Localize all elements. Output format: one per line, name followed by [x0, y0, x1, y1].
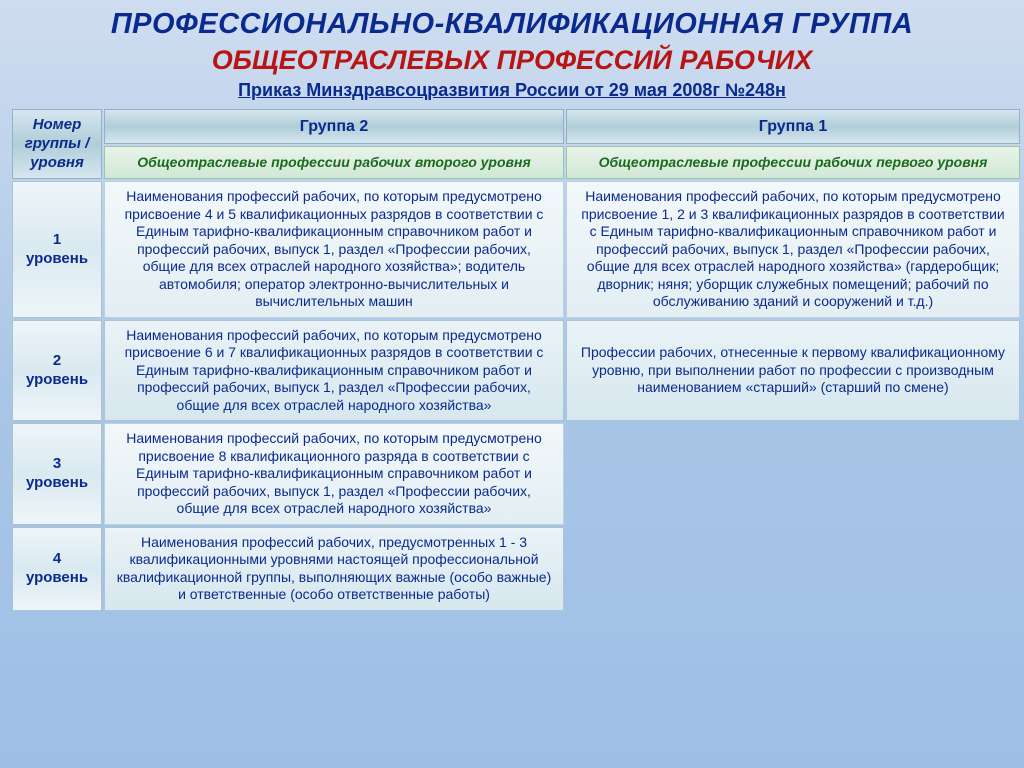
header-group-1: Группа 1 [566, 109, 1020, 144]
table-body: 1 уровень Наименования профессий рабочих… [12, 181, 1020, 611]
table-container: Номер группы / уровня Группа 2 Группа 1 … [0, 107, 1024, 613]
table-row: 2 уровень Наименования профессий рабочих… [12, 320, 1020, 422]
subheader-level1: Общеотраслевые профессии рабочих первого… [566, 146, 1020, 179]
row-label-1: 1 уровень [12, 181, 102, 318]
subtitle-decree: Приказ Минздравсоцразвития России от 29 … [0, 76, 1024, 107]
row-label-3: 3 уровень [12, 423, 102, 525]
main-title-line1: ПРОФЕССИОНАЛЬНО-КВАЛИФИКАЦИОННАЯ ГРУППА [0, 0, 1024, 41]
table-row: 1 уровень Наименования профессий рабочих… [12, 181, 1020, 318]
cell-r2-c2: Профессии рабочих, отнесенные к первому … [566, 320, 1020, 422]
cell-r3-c2-empty [566, 423, 1020, 525]
cell-r2-c1: Наименования профессий рабочих, по котор… [104, 320, 564, 422]
cell-r1-c2: Наименования профессий рабочих, по котор… [566, 181, 1020, 318]
cell-r4-c2-empty [566, 527, 1020, 611]
main-title-line2: ОБЩЕОТРАСЛЕВЫХ ПРОФЕССИЙ РАБОЧИХ [0, 41, 1024, 76]
table-row: 4 уровень Наименования профессий рабочих… [12, 527, 1020, 611]
qualification-table: Номер группы / уровня Группа 2 Группа 1 … [10, 107, 1022, 613]
header-group-2: Группа 2 [104, 109, 564, 144]
row-label-2: 2 уровень [12, 320, 102, 422]
subheader-level2: Общеотраслевые профессии рабочих второго… [104, 146, 564, 179]
cell-r4-c1: Наименования профессий рабочих, предусмо… [104, 527, 564, 611]
cell-r3-c1: Наименования профессий рабочих, по котор… [104, 423, 564, 525]
header-corner: Номер группы / уровня [12, 109, 102, 179]
row-label-4: 4 уровень [12, 527, 102, 611]
cell-r1-c1: Наименования профессий рабочих, по котор… [104, 181, 564, 318]
table-row: 3 уровень Наименования профессий рабочих… [12, 423, 1020, 525]
